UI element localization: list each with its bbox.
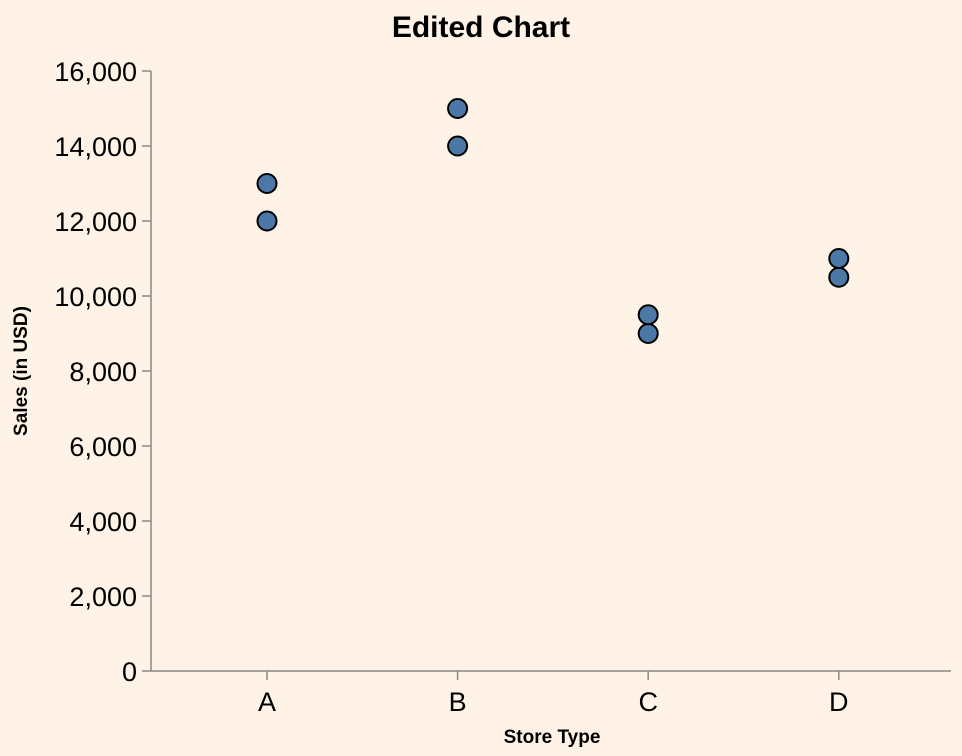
x-tick-label: C (638, 687, 658, 717)
y-tick-label: 0 (122, 657, 137, 687)
data-point (637, 323, 659, 344)
x-axis: A B C D (151, 670, 951, 717)
x-tick-label: A (258, 687, 276, 717)
y-tick-label: 10,000 (54, 282, 137, 312)
y-tick-label: 14,000 (54, 132, 137, 162)
y-tick-label: 2,000 (69, 582, 137, 612)
chart-title: Edited Chart (392, 11, 570, 44)
data-points (256, 98, 850, 344)
y-tick-label: 4,000 (69, 507, 137, 537)
y-tick-label: 12,000 (54, 207, 137, 237)
data-point (447, 135, 469, 157)
data-point (828, 266, 850, 288)
y-tick-label: 16,000 (54, 57, 137, 87)
data-point (447, 98, 469, 119)
y-axis: 0 2,000 4,000 6,000 8,000 10,000 12,000 14,000 1… (54, 57, 152, 687)
data-point (256, 173, 278, 194)
y-tick-label: 6,000 (69, 432, 137, 462)
data-point (828, 248, 850, 269)
x-tick-label: D (829, 687, 849, 717)
data-point (256, 210, 278, 232)
x-axis-title: Store Type (504, 727, 601, 748)
y-tick-label: 8,000 (69, 357, 137, 387)
x-tick-label: B (449, 687, 467, 717)
data-point (637, 304, 659, 326)
y-axis-title: Sales (in USD) (11, 306, 32, 436)
